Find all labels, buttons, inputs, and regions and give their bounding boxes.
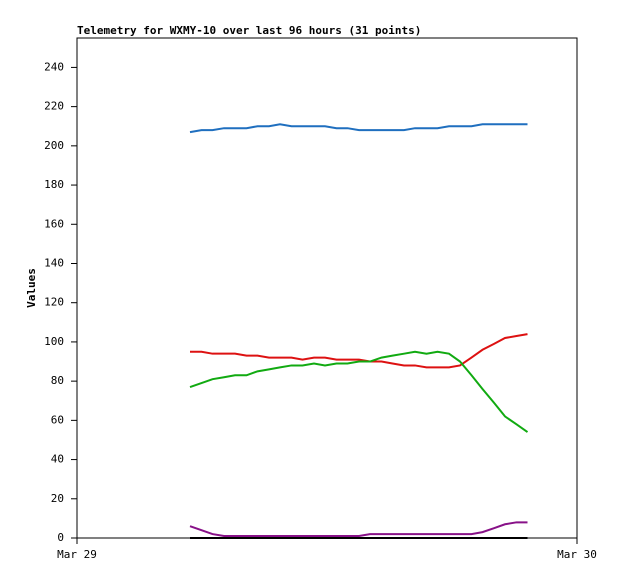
y-tick-label: 120 bbox=[44, 296, 64, 309]
y-tick-label: 20 bbox=[51, 492, 64, 505]
y-tick-label: 40 bbox=[51, 453, 64, 466]
series-line bbox=[190, 333, 528, 369]
chart-title: Telemetry for WXMY-10 over last 96 hours… bbox=[77, 24, 421, 37]
y-axis-label: Values bbox=[25, 268, 38, 308]
y-tick-label: 240 bbox=[44, 60, 64, 73]
series-line bbox=[189, 350, 529, 433]
y-tick-label: 180 bbox=[44, 178, 64, 191]
y-tick-label: 200 bbox=[44, 139, 64, 152]
series-line bbox=[189, 123, 528, 134]
y-tick-label: 140 bbox=[44, 256, 64, 269]
y-tick-label: 0 bbox=[57, 531, 64, 544]
x-tick-label: Mar 29 bbox=[57, 548, 97, 561]
series-line bbox=[189, 521, 528, 538]
x-tick-label: Mar 30 bbox=[557, 548, 597, 561]
y-tick-label: 100 bbox=[44, 335, 64, 348]
y-tick-label: 220 bbox=[44, 100, 64, 113]
y-tick-label: 80 bbox=[51, 374, 64, 387]
y-tick-label: 60 bbox=[51, 413, 64, 426]
y-tick-label: 160 bbox=[44, 217, 64, 230]
